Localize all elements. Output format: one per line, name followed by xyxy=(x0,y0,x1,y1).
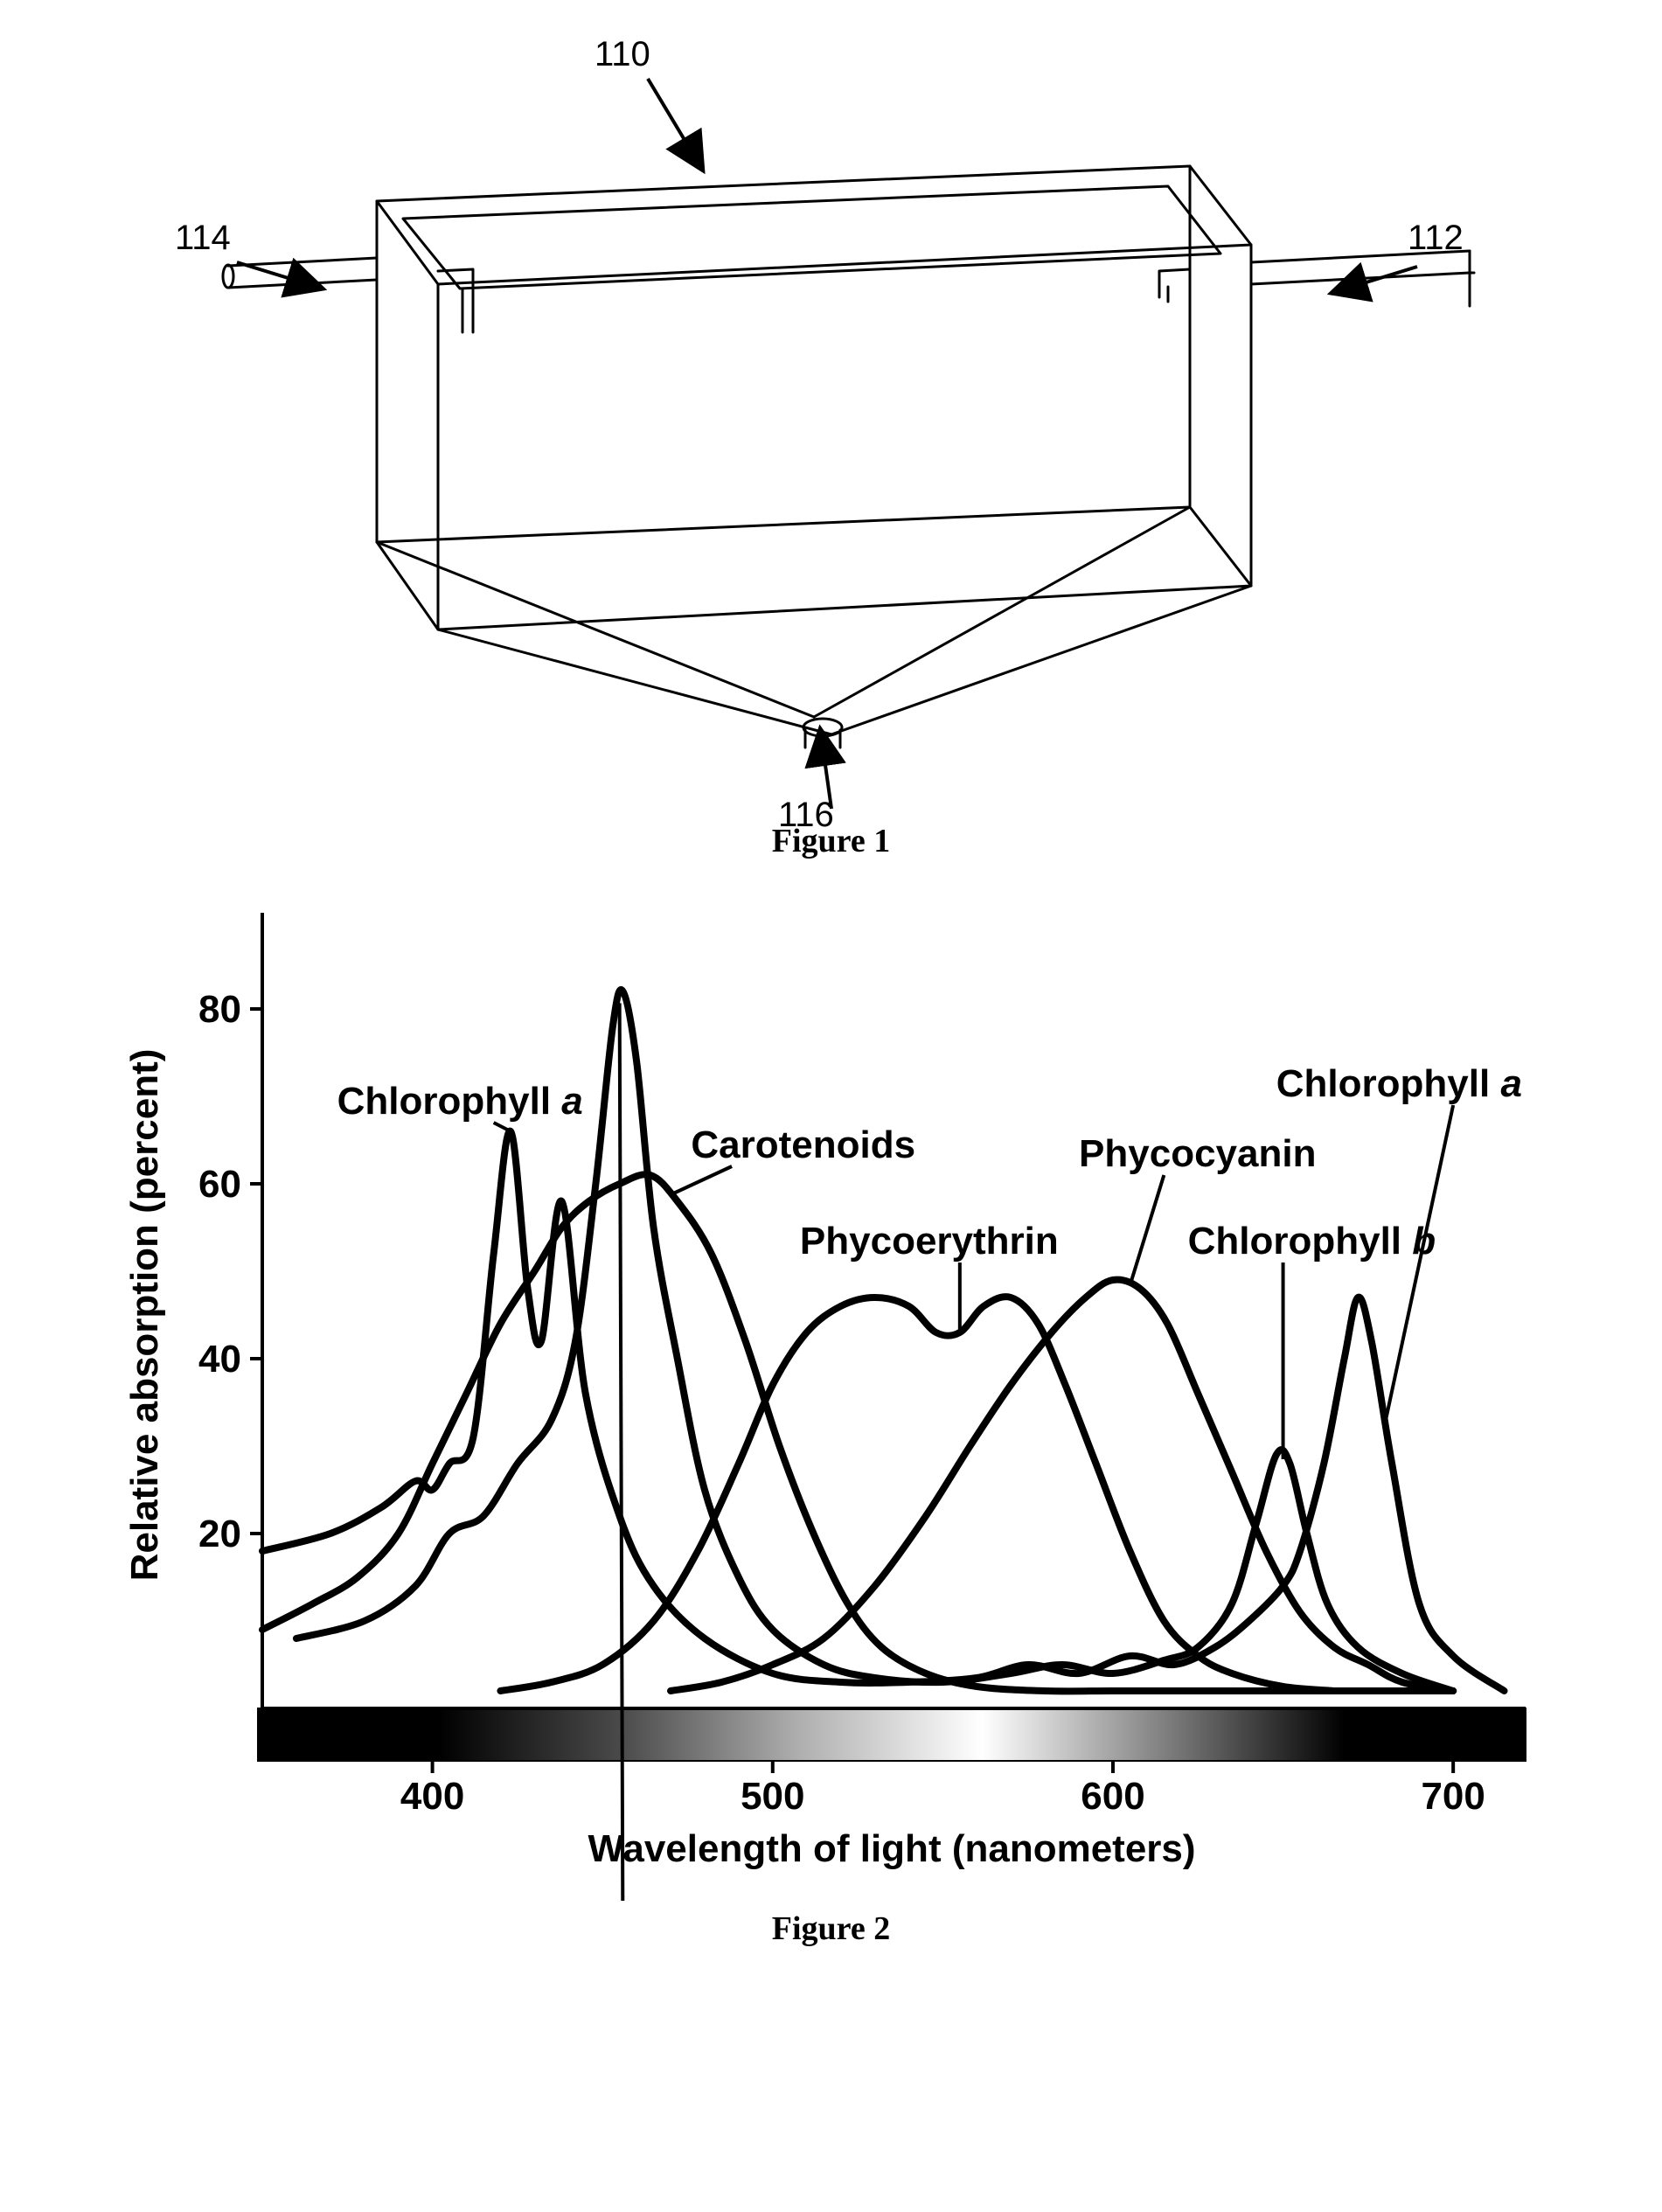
svg-text:500: 500 xyxy=(741,1775,804,1818)
svg-text:Chlorophyll b: Chlorophyll b xyxy=(1188,1220,1436,1263)
svg-text:Relative absorption (percent): Relative absorption (percent) xyxy=(123,1049,166,1582)
label-114: 114 xyxy=(175,219,231,258)
svg-text:Wavelength of light (nanometer: Wavelength of light (nanometers) xyxy=(588,1827,1195,1870)
svg-text:700: 700 xyxy=(1421,1775,1485,1818)
label-112: 112 xyxy=(1408,219,1464,258)
figure-2-caption: Figure 2 xyxy=(105,1909,1557,1948)
svg-text:Phycoerythrin: Phycoerythrin xyxy=(800,1220,1059,1263)
svg-text:Chlorophyll a: Chlorophyll a xyxy=(337,1080,583,1123)
label-110: 110 xyxy=(595,35,650,74)
svg-text:80: 80 xyxy=(198,988,241,1031)
figure-2-container: 20 40 60 80 400 500 600 700 Wavelength of light … xyxy=(105,887,1557,1948)
svg-text:Carotenoids: Carotenoids xyxy=(691,1123,915,1166)
svg-text:20: 20 xyxy=(198,1513,241,1555)
figure-1-container: 110 112 114 116 xyxy=(105,35,1557,860)
label-116: 116 xyxy=(778,796,834,835)
svg-text:60: 60 xyxy=(198,1163,241,1206)
svg-text:400: 400 xyxy=(400,1775,464,1818)
svg-text:Chlorophyll a: Chlorophyll a xyxy=(1276,1062,1522,1105)
svg-text:600: 600 xyxy=(1081,1775,1144,1818)
svg-text:40: 40 xyxy=(198,1338,241,1381)
figure-1-diagram xyxy=(106,70,1557,813)
figure-2-chart: 20 40 60 80 400 500 600 700 Wavelength of light … xyxy=(105,887,1591,1901)
svg-text:Phycocyanin: Phycocyanin xyxy=(1079,1132,1316,1175)
